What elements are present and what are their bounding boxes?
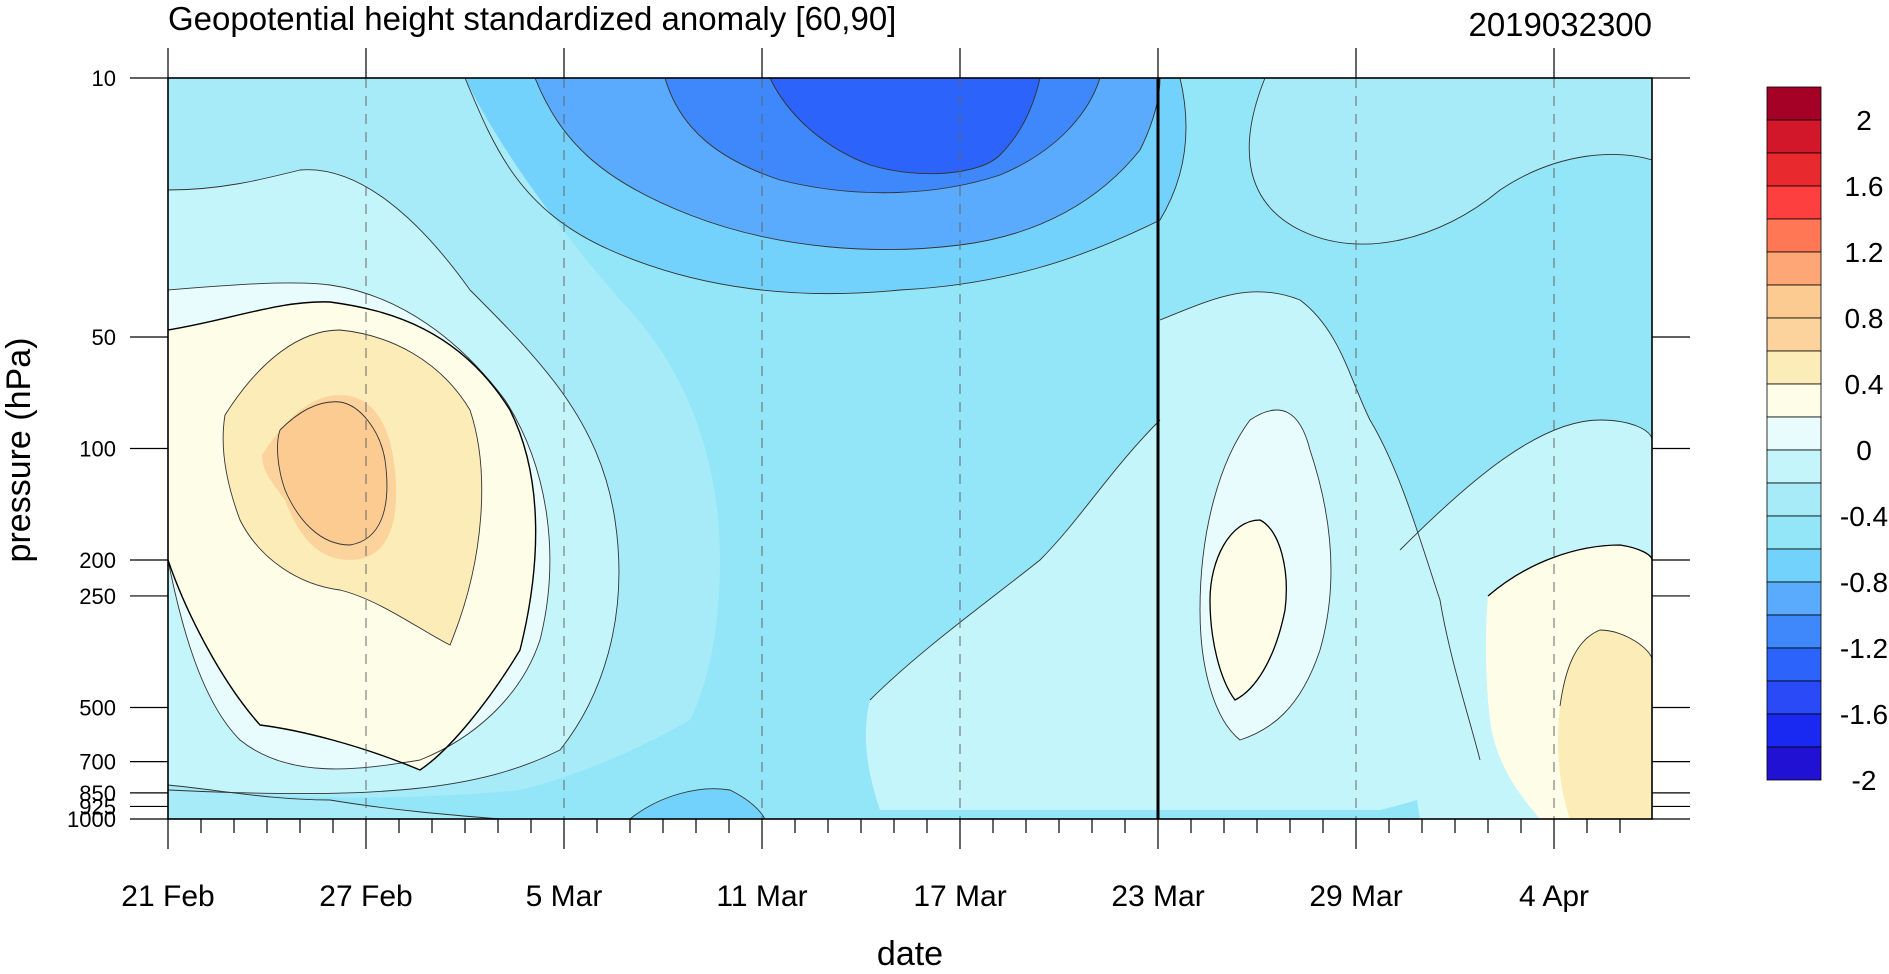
colorbar-swatch (1766, 515, 1822, 550)
x-tick-label: 21 Feb (121, 880, 214, 913)
contour-band-pos-right-3 (1558, 630, 1652, 819)
colorbar-label: 1.2 (1845, 237, 1884, 268)
x-tick-label: 29 Mar (1309, 880, 1402, 913)
colorbar-label: -1.6 (1840, 699, 1888, 730)
x-axis-tick-labels: 21 Feb 27 Feb 5 Mar 11 Mar 17 Mar 23 Mar 29 Ma… (121, 880, 1589, 913)
colorbar-swatch (1766, 482, 1822, 517)
contour-band-pos-center-core (1210, 520, 1287, 700)
colorbar-swatch (1766, 746, 1822, 781)
run-label: 2019032300 (1468, 6, 1652, 43)
y-tick-label: 100 (79, 437, 116, 462)
y-tick-label: 250 (79, 584, 116, 609)
contour-line-left-3 (167, 301, 537, 771)
y-tick-label: 50 (92, 325, 116, 350)
colorbar-swatch (1766, 251, 1822, 286)
colorbar-swatch (1766, 350, 1822, 385)
x-tick-label: 4 Apr (1519, 880, 1589, 913)
colorbar-labels: 2 1.6 1.2 0.8 0.4 0 -0.4 -0.8 -1.2 -1.6 -2 (1840, 105, 1888, 796)
x-tick-label: 5 Mar (526, 880, 603, 913)
contour-band-neg-4 (770, 78, 1040, 174)
x-tick-label: 11 Mar (716, 880, 807, 913)
y-tick-label: 700 (79, 750, 116, 775)
contour-line-right-2 (1487, 544, 1653, 597)
contour-line-neg-3 (664, 77, 1101, 194)
colorbar-label: 2 (1856, 105, 1872, 136)
x-axis-label: date (877, 935, 943, 969)
contour-line-left-4 (222, 329, 483, 646)
contour-band-neg-bottom-left (168, 785, 500, 819)
y-tick-label: 500 (79, 695, 116, 720)
y-tick-label: 850 (79, 781, 116, 806)
contour-line-neg-1 (464, 77, 1187, 295)
colorbar-label: -0.8 (1840, 567, 1888, 598)
colorbar-swatch (1766, 713, 1822, 748)
contour-line-left-5 (277, 401, 388, 546)
x-tick-label: 23 Mar (1111, 880, 1204, 913)
contour-lines (167, 77, 1653, 820)
colorbar-swatch (1766, 449, 1822, 484)
contour-line-mid-1 (869, 419, 1161, 701)
contour-line-right-top (1248, 77, 1653, 245)
x-tick-label: 27 Feb (319, 880, 412, 913)
colorbar-swatch (1766, 647, 1822, 682)
contour-line-left-2 (167, 282, 551, 770)
contour-line-right-1 (1399, 419, 1653, 551)
colorbar-swatch (1766, 680, 1822, 715)
contour-line-neg-2 (534, 77, 1161, 250)
contour-line-neg-4 (769, 77, 1041, 175)
y-tick-label: 10 (92, 66, 116, 91)
contour-band-neg-bottom (630, 788, 765, 819)
colorbar-swatch (1766, 284, 1822, 319)
colorbar-label: -0.4 (1840, 501, 1888, 532)
colorbar-label: 0 (1856, 435, 1872, 466)
colorbar-swatch (1766, 152, 1822, 187)
contour-line-center-2 (1209, 519, 1287, 701)
colorbar-label: 1.6 (1845, 171, 1884, 202)
colorbar (1766, 86, 1822, 781)
contour-line-bottom-1 (629, 788, 766, 820)
contour-line-right-3 (1559, 629, 1653, 707)
contour-band-zero-midbottom (865, 420, 1160, 810)
contour-band-pos-left-5 (277, 401, 387, 545)
plot-frame (130, 48, 1690, 849)
colorbar-swatch (1766, 383, 1822, 418)
contour-fills (168, 78, 1652, 819)
colorbar-swatch (1766, 218, 1822, 253)
colorbar-label: -1.2 (1840, 633, 1888, 664)
colorbar-swatch (1766, 548, 1822, 583)
colorbar-swatch (1766, 185, 1822, 220)
contour-line-bottom-2 (167, 784, 501, 820)
y-tick-label: 1000 (67, 807, 116, 832)
colorbar-swatch (1766, 416, 1822, 451)
colorbar-swatch (1766, 119, 1822, 154)
contour-line-left-1 (167, 169, 620, 795)
colorbar-swatch (1766, 581, 1822, 616)
colorbar-label: 0.4 (1845, 369, 1884, 400)
y-tick-label: 925 (79, 794, 116, 819)
contour-band-neg-right (1190, 78, 1652, 245)
y-axis-label: pressure (hPa) (0, 338, 38, 563)
colorbar-label: -2 (1852, 765, 1877, 796)
chart-title: Geopotential height standardized anomaly… (168, 0, 896, 37)
colorbar-swatch (1766, 317, 1822, 352)
contour-line-mid-2 (1159, 291, 1481, 761)
colorbar-swatch (1766, 614, 1822, 649)
y-tick-label: 200 (79, 548, 116, 573)
contour-line-center-1 (1199, 409, 1332, 741)
colorbar-swatch (1766, 86, 1822, 121)
x-tick-label: 17 Mar (913, 880, 1006, 913)
colorbar-label: 0.8 (1845, 303, 1884, 334)
